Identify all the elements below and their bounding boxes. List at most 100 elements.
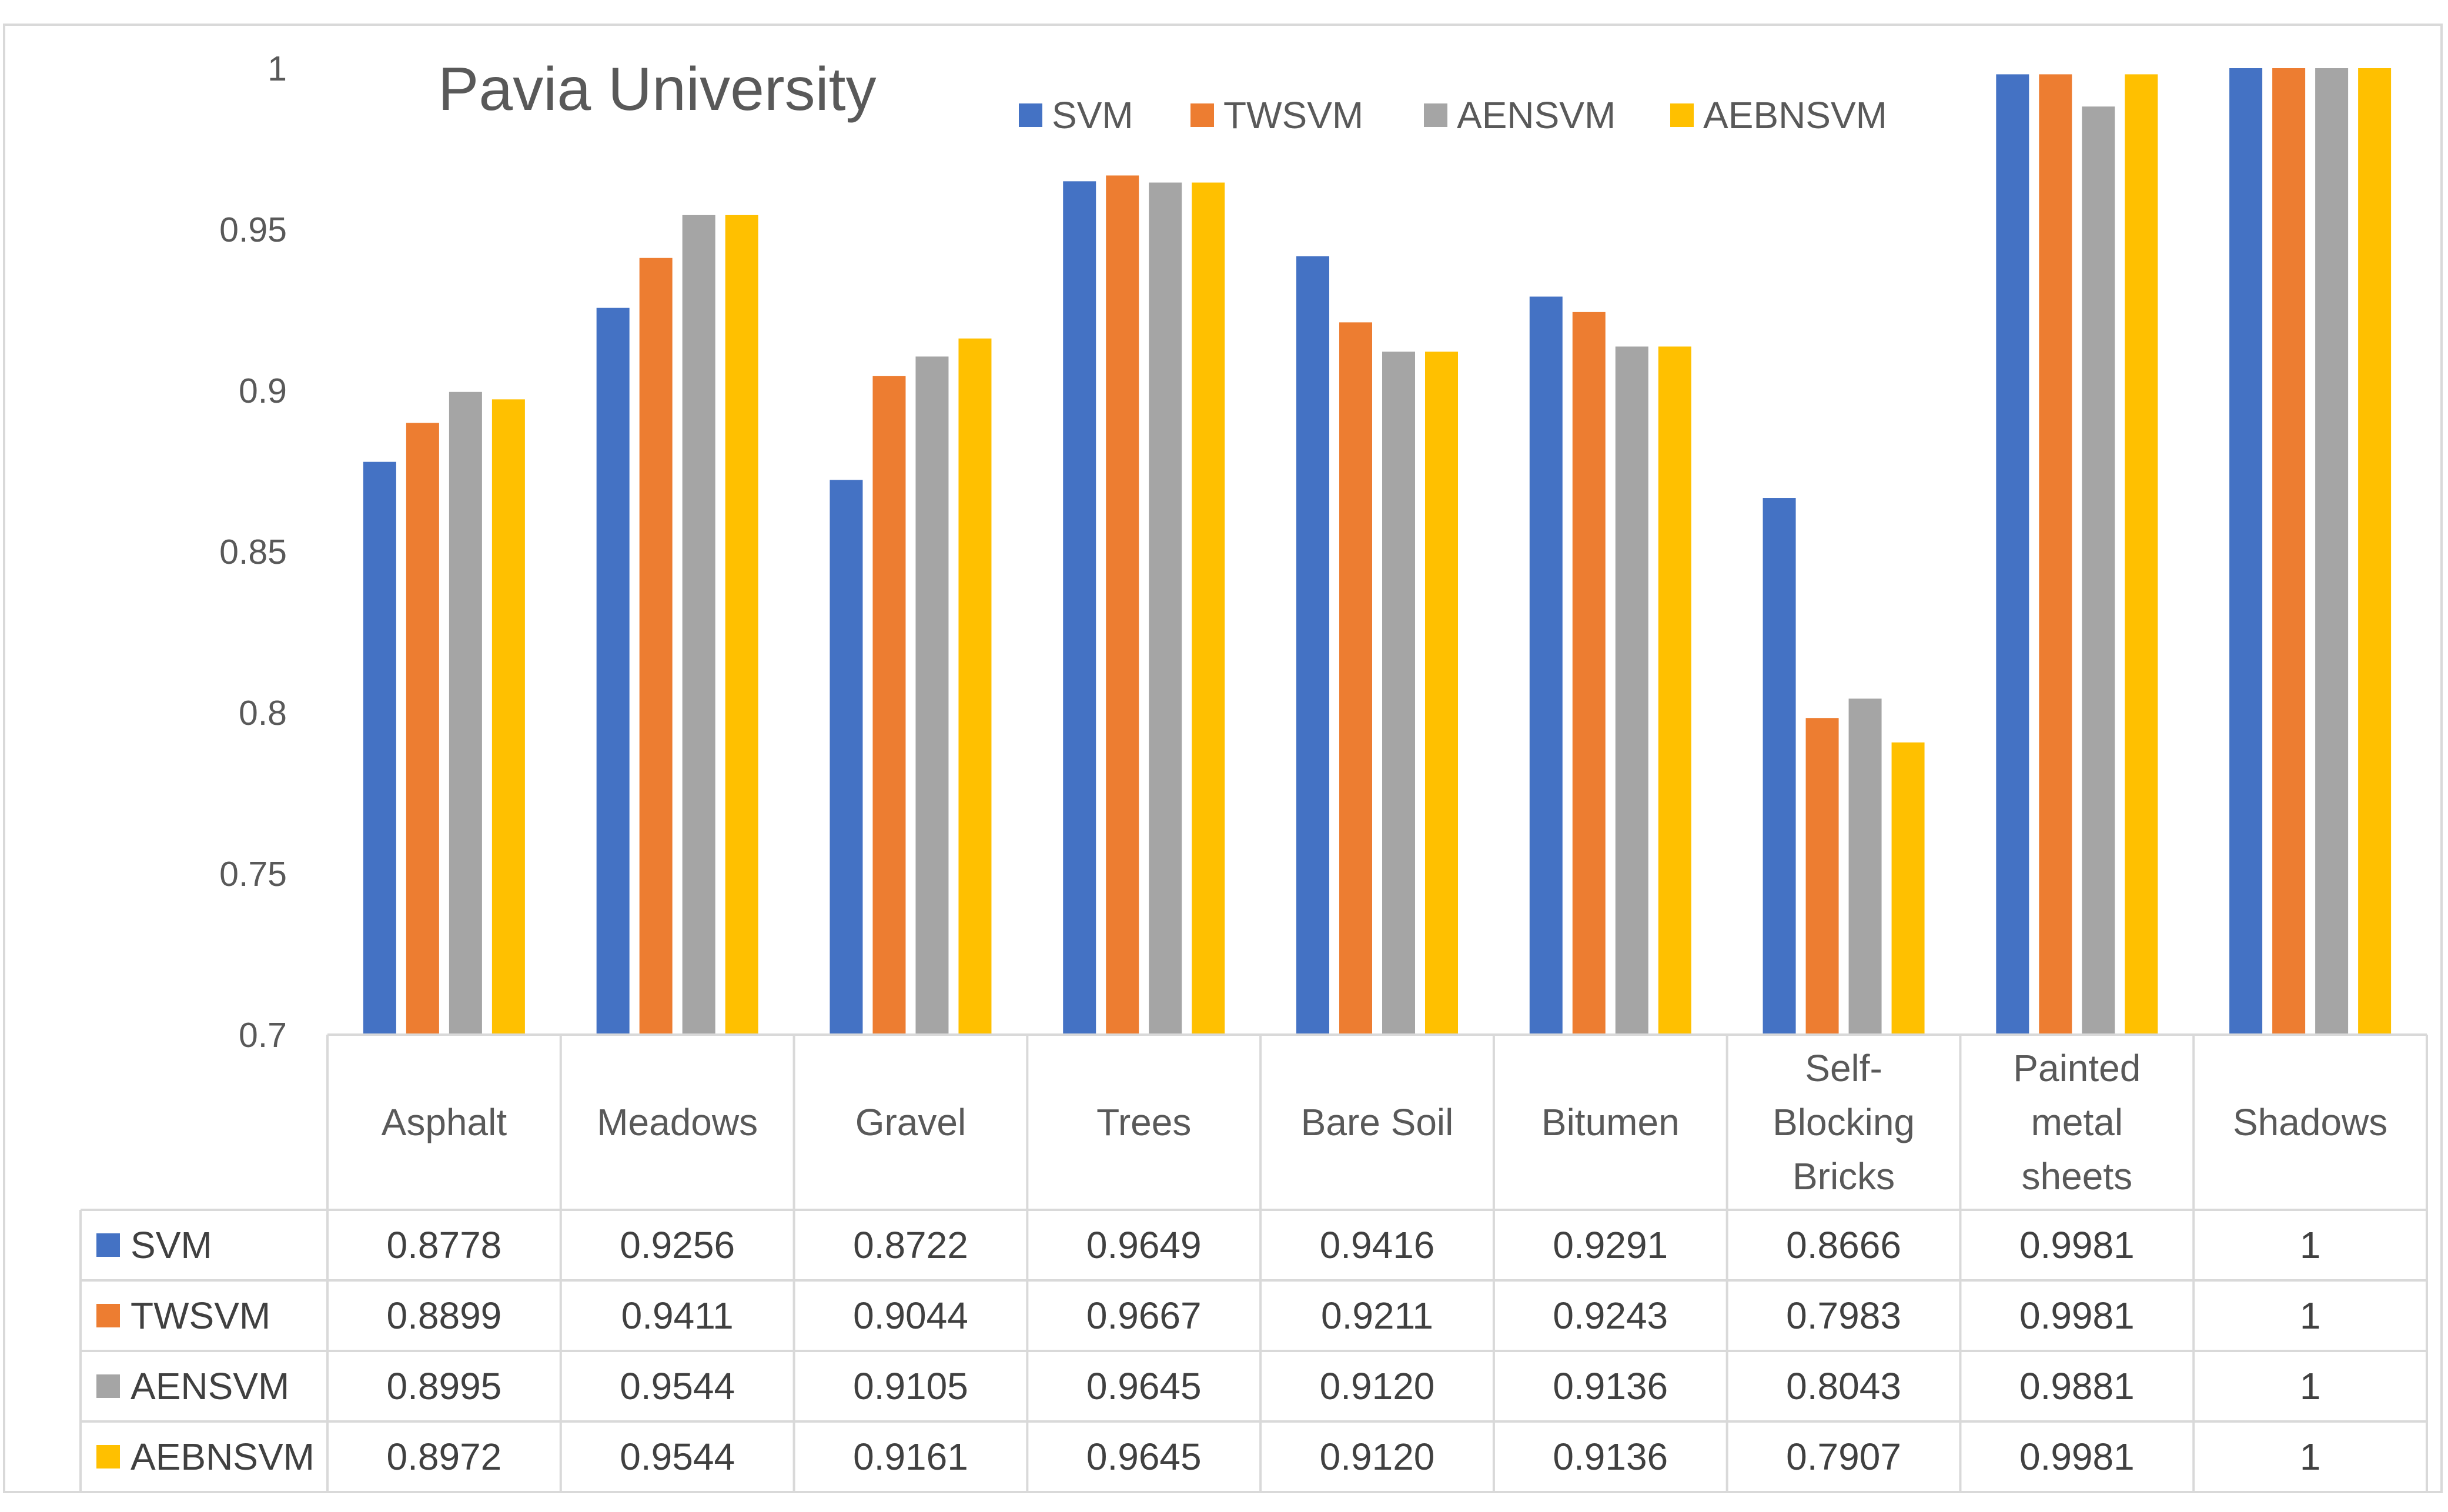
table-cell-value: 0.8899 (387, 1294, 502, 1337)
legend-swatch (1019, 103, 1042, 127)
y-tick-label: 0.7 (239, 1016, 287, 1055)
table-cell-value: 1 (2300, 1436, 2321, 1478)
bar-aebnsvm-4 (1425, 352, 1458, 1035)
series-row-label: TWSVM (131, 1294, 270, 1337)
table-cell-value: 0.9416 (1320, 1224, 1435, 1266)
table-cell-value: 0.9645 (1086, 1365, 1202, 1407)
bar-aebnsvm-2 (958, 338, 992, 1035)
bar-svm-0 (363, 461, 396, 1035)
bar-aebnsvm-0 (491, 399, 525, 1035)
y-tick-label: 0.75 (219, 855, 287, 894)
bar-twsvm-7 (2039, 74, 2072, 1035)
table-cell-value: 1 (2300, 1365, 2321, 1407)
bar-twsvm-0 (406, 423, 439, 1035)
bar-svm-1 (596, 307, 630, 1035)
table-cell-value: 0.7983 (1786, 1294, 1901, 1337)
bar-aebnsvm-7 (2125, 74, 2158, 1035)
table-cell-value: 0.9136 (1553, 1436, 1668, 1478)
chart-title: Pavia University (438, 55, 877, 123)
legend-key-swatch (96, 1233, 120, 1257)
bar-twsvm-4 (1339, 322, 1372, 1035)
bar-svm-3 (1063, 181, 1096, 1035)
bar-aensvm-0 (449, 392, 482, 1035)
category-label: Painted metal sheets (2013, 1047, 2141, 1197)
legend-label: AEBNSVM (1703, 94, 1887, 136)
y-tick-label: 0.8 (239, 694, 287, 732)
table-cell-value: 0.9544 (620, 1436, 735, 1478)
bar-twsvm-6 (1805, 718, 1839, 1035)
bar-aebnsvm-3 (1192, 182, 1225, 1035)
bar-twsvm-5 (1572, 312, 1606, 1035)
table-cell-value: 0.9256 (620, 1224, 735, 1266)
table-cell-value: 0.9645 (1086, 1436, 1202, 1478)
category-label: Meadows (597, 1101, 758, 1143)
bar-aensvm-8 (2315, 68, 2349, 1035)
bar-svm-5 (1529, 296, 1563, 1035)
y-tick-label: 0.85 (219, 533, 287, 571)
y-tick-label: 0.95 (219, 210, 287, 249)
table-cell-value: 0.8043 (1786, 1365, 1901, 1407)
bar-twsvm-1 (639, 257, 673, 1035)
bar-aebnsvm-5 (1658, 346, 1691, 1035)
legend-swatch (1424, 103, 1447, 127)
table-cell-value: 0.9211 (1321, 1294, 1433, 1337)
table-cell-value: 0.9291 (1553, 1224, 1668, 1266)
table-cell-value: 0.9105 (853, 1365, 968, 1407)
bar-aensvm-7 (2082, 106, 2115, 1035)
table-cell-value: 0.9667 (1086, 1294, 1202, 1337)
table-cell-value: 0.9881 (2019, 1365, 2135, 1407)
bar-svm-8 (2229, 68, 2263, 1035)
bar-aensvm-1 (682, 215, 715, 1035)
category-label: Gravel (855, 1101, 967, 1143)
category-label: Bitumen (1541, 1101, 1680, 1143)
bar-twsvm-8 (2272, 68, 2306, 1035)
bar-aebnsvm-6 (1891, 742, 1925, 1035)
series-row-label: AENSVM (131, 1365, 289, 1407)
category-label: Asphalt (382, 1101, 507, 1143)
bar-aensvm-3 (1149, 182, 1182, 1035)
table-cell-value: 0.9120 (1320, 1436, 1435, 1478)
table-cell-value: 0.9411 (621, 1294, 734, 1337)
bar-twsvm-2 (872, 376, 906, 1035)
category-label: Bare Soil (1301, 1101, 1454, 1143)
table-cell-value: 0.9649 (1086, 1224, 1202, 1266)
series-row-label: SVM (131, 1224, 212, 1266)
legend-label: AENSVM (1457, 94, 1616, 136)
table-cell-value: 0.9120 (1320, 1365, 1435, 1407)
bar-aensvm-4 (1382, 352, 1415, 1035)
category-label: Self-Blocking Bricks (1773, 1047, 1915, 1197)
table-cell-value: 0.9161 (853, 1436, 968, 1478)
bar-aensvm-6 (1848, 698, 1882, 1035)
table-cell-value: 0.8995 (387, 1365, 502, 1407)
bar-aensvm-5 (1615, 346, 1648, 1035)
y-tick-label: 0.9 (239, 372, 287, 410)
legend-swatch (1670, 103, 1694, 127)
table-cell-value: 0.9981 (2019, 1224, 2135, 1266)
legend-swatch (1190, 103, 1214, 127)
bar-svm-4 (1296, 256, 1329, 1035)
table-cell-value: 0.9044 (853, 1294, 968, 1337)
legend-label: TWSVM (1223, 94, 1363, 136)
table-cell-value: 0.8778 (387, 1224, 502, 1266)
table-cell-value: 1 (2300, 1294, 2321, 1337)
y-tick-label: 1 (267, 49, 287, 88)
bar-aebnsvm-1 (725, 215, 758, 1035)
bar-twsvm-3 (1106, 175, 1139, 1035)
table-cell-value: 0.8666 (1786, 1224, 1901, 1266)
bar-svm-2 (830, 480, 863, 1035)
bar-aebnsvm-8 (2358, 68, 2392, 1035)
legend-label: SVM (1052, 94, 1133, 136)
table-cell-value: 0.9981 (2019, 1294, 2135, 1337)
table-cell-value: 0.8972 (387, 1436, 502, 1478)
category-label: Trees (1096, 1101, 1191, 1143)
bar-svm-6 (1763, 498, 1796, 1035)
table-cell-value: 0.9981 (2019, 1436, 2135, 1478)
table-cell-value: 0.7907 (1786, 1436, 1901, 1478)
table-cell-value: 1 (2300, 1224, 2321, 1266)
table-cell-value: 0.8722 (853, 1224, 968, 1266)
series-row-label: AEBNSVM (131, 1436, 315, 1478)
bar-aensvm-2 (915, 356, 949, 1035)
table-cell-value: 0.9243 (1553, 1294, 1668, 1337)
legend-key-swatch (96, 1445, 120, 1468)
